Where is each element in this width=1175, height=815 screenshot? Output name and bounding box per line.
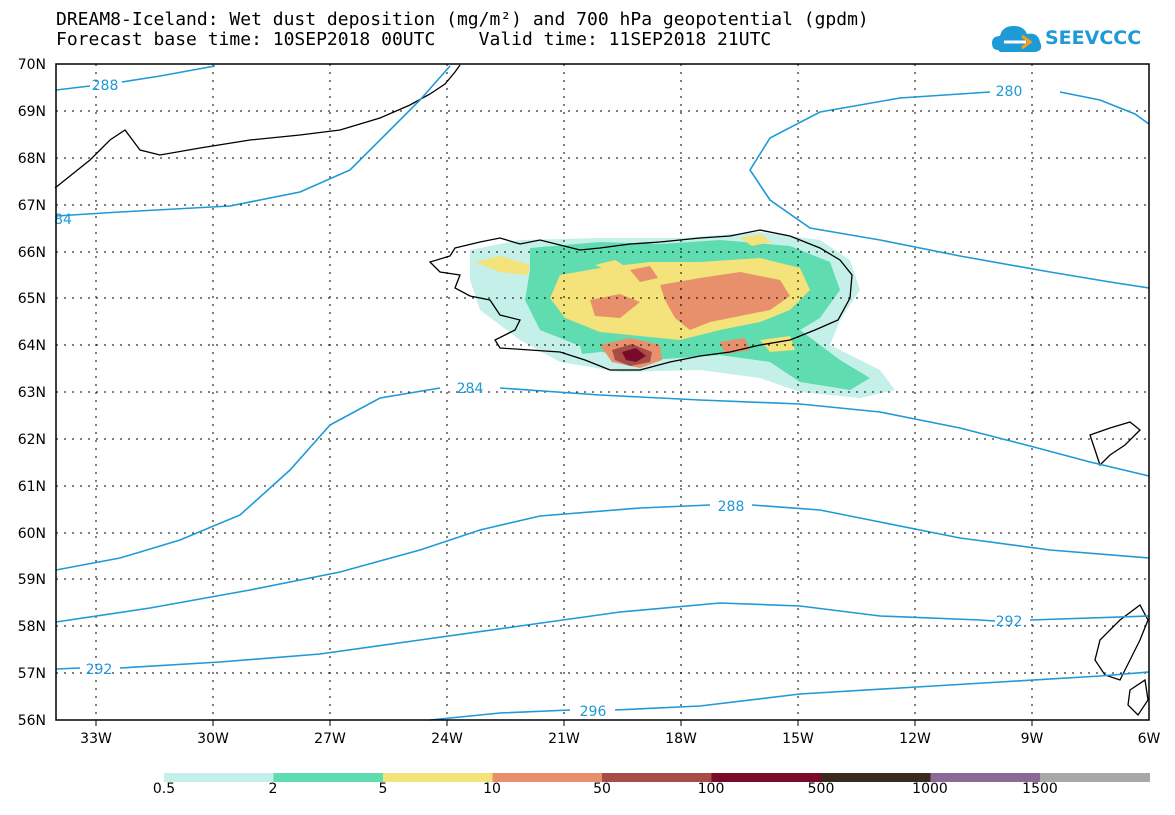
lat-label: 64N [18,338,46,354]
legend-label: 0.5 [152,781,176,797]
contour-label: 296 [580,704,607,720]
lon-label: 27W [314,731,346,747]
lat-label: 68N [18,151,46,167]
legend-label: 2 [268,781,278,797]
lat-label: 56N [18,713,46,729]
graticule [56,64,1149,720]
lat-label: 63N [18,385,46,401]
lon-label: 9W [1021,731,1044,747]
logo-text: SEEVCCC [1045,27,1142,49]
coastlines [54,64,1149,717]
lon-label: 6W [1138,731,1161,747]
seevccc-logo: SEEVCCC [990,20,1160,60]
legend-swatch [930,773,1041,782]
lat-label: 69N [18,104,46,120]
lat-label: 62N [18,432,46,448]
contour-label: 84 [54,212,72,228]
lat-label: 60N [18,526,46,542]
legend-colorbar [164,773,1150,782]
lon-label: 15W [782,731,814,747]
lat-label: 61N [18,479,46,495]
legend-label: 500 [807,781,835,797]
lat-label: 67N [18,198,46,214]
legend-swatch [1040,773,1150,782]
contour-label: 284 [457,381,484,397]
legend-swatch [164,773,274,782]
contour-label: 292 [86,662,113,678]
cloud-icon [992,26,1042,52]
lat-label: 59N [18,572,46,588]
axis-ticks [95,720,1033,726]
lon-label: 12W [899,731,931,747]
map-title: DREAM8-Iceland: Wet dust deposition (mg/… [56,9,869,30]
lat-label: 58N [18,619,46,635]
lat-label: 70N [18,57,46,73]
contour-label: 288 [92,78,119,94]
legend-label: 50 [593,781,611,797]
legend-swatch [602,773,712,782]
legend-swatch [821,773,931,782]
lat-label: 66N [18,245,46,261]
map-frame [55,63,1150,721]
legend-label: 100 [697,781,725,797]
map-subtitle: Forecast base time: 10SEP2018 00UTC Vali… [56,29,772,50]
lat-label: 57N [18,666,46,682]
lon-label: 18W [665,731,697,747]
lon-label: 30W [197,731,229,747]
lon-label: 24W [431,731,463,747]
lon-label: 33W [80,731,112,747]
legend-label: 5 [378,781,388,797]
legend-label: 1500 [1022,781,1058,797]
contour-label: 280 [996,84,1023,100]
legend-label: 10 [483,781,501,797]
contour-label: 292 [996,614,1023,630]
lon-label: 21W [548,731,580,747]
legend-swatch [711,773,822,782]
legend-swatch [383,773,493,782]
geopotential-contours [55,65,1150,721]
legend-swatch [492,773,603,782]
legend-label: 1000 [912,781,948,797]
contour-label: 288 [718,499,745,515]
lat-label: 65N [18,291,46,307]
dust-deposition-layer [470,232,895,398]
legend-swatch [273,773,384,782]
